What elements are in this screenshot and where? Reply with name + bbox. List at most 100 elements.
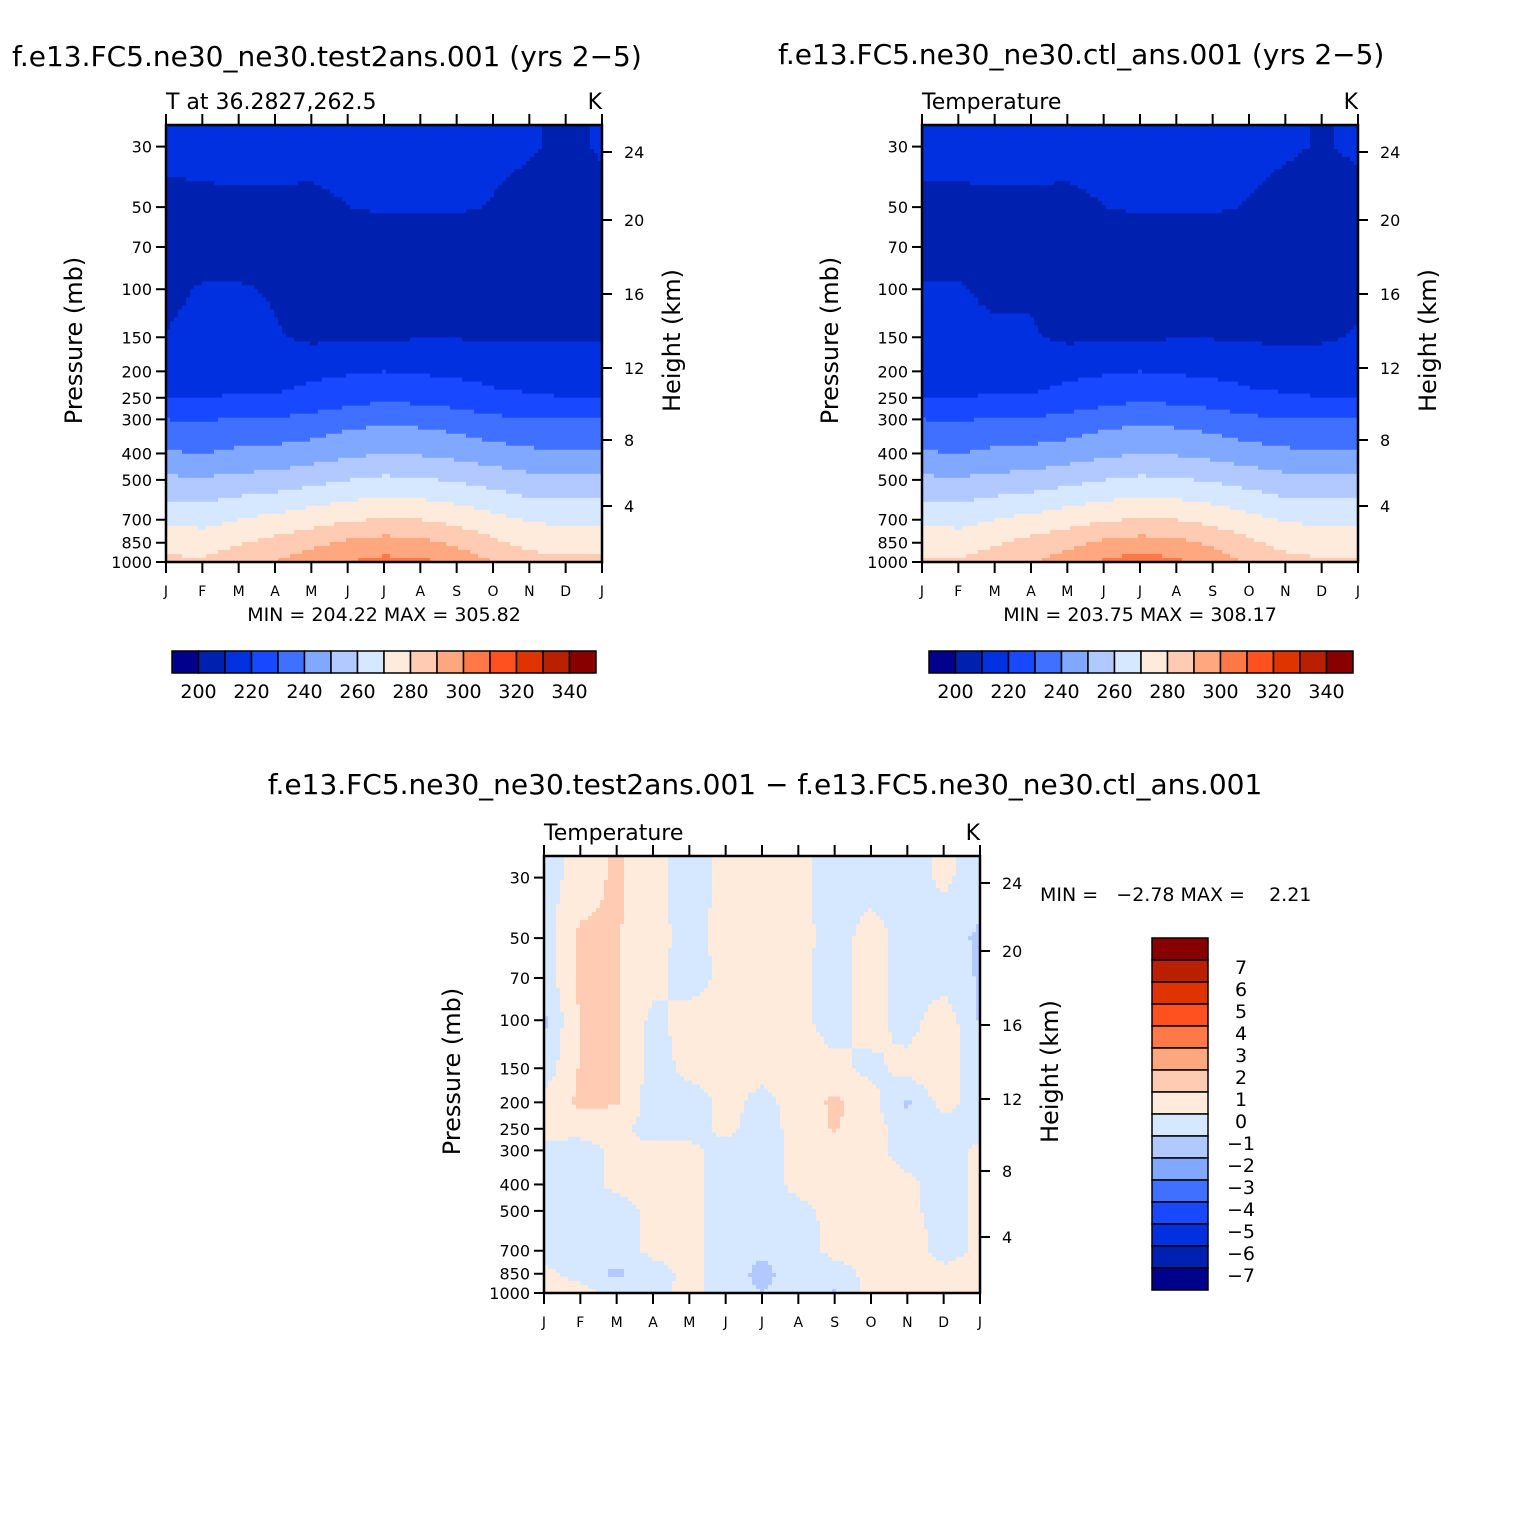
contour-cell: [544, 952, 557, 957]
contour-cell: [1182, 557, 1239, 563]
contour-cell: [1138, 473, 1147, 479]
contour-cell: [852, 960, 889, 965]
x-tick-label: D: [938, 1315, 949, 1331]
contour-cell: [922, 421, 1359, 427]
contour-cell: [800, 1196, 921, 1202]
y-tick-label: 400: [499, 1175, 530, 1194]
contour-cell: [692, 996, 813, 1001]
contour-cell: [1222, 549, 1287, 555]
contour-cell: [522, 517, 603, 523]
colorbar-box: [542, 650, 571, 674]
contour-cell: [922, 369, 1139, 375]
contour-cell: [542, 137, 591, 142]
contour-cell: [604, 1160, 705, 1166]
contour-cell: [636, 1204, 705, 1210]
contour-cell: [620, 944, 673, 949]
contour-cell: [544, 1036, 561, 1042]
contour-cell: [828, 1112, 845, 1118]
contour-cell: [1310, 125, 1335, 130]
contour-cell: [784, 1132, 889, 1138]
contour-cell: [872, 1048, 961, 1054]
contour-cell: [644, 1048, 673, 1054]
contour-cell: [186, 301, 271, 307]
contour-cell: [922, 145, 1311, 150]
contour-cell: [972, 932, 981, 937]
y-right-axis-label: Height (km): [1414, 269, 1442, 412]
contour-cell: [1230, 409, 1359, 415]
contour-cell: [624, 872, 669, 877]
contour-cell: [294, 337, 411, 343]
contour-cell: [544, 1032, 561, 1038]
y-tick-label: 150: [121, 328, 152, 347]
contour-cell: [1270, 173, 1359, 178]
y-tick-label: 300: [121, 410, 152, 429]
contour-cell: [166, 381, 307, 387]
colorbar-label: 2: [1235, 1067, 1247, 1089]
contour-cell: [556, 956, 577, 961]
y-right-tick-label: 4: [624, 497, 634, 516]
contour-cell: [968, 1164, 981, 1170]
colorbar-label: 260: [1096, 681, 1132, 703]
contour-cell: [968, 1148, 981, 1154]
contour-cell: [604, 1152, 705, 1158]
contour-cell: [544, 944, 557, 949]
contour-cell: [968, 1200, 981, 1206]
contour-cell: [178, 313, 275, 319]
contour-cell: [1138, 369, 1143, 375]
contour-cell: [624, 896, 669, 901]
contour-cell: [1218, 377, 1359, 383]
contour-cell: [242, 541, 331, 547]
contour-cell: [314, 461, 479, 467]
right-subtitle: K: [1344, 90, 1359, 115]
y-right-tick-label: 12: [624, 359, 644, 378]
contour-cell: [640, 1228, 705, 1234]
contour-cell: [166, 297, 187, 302]
contour-cell: [708, 984, 813, 989]
contour-cell: [544, 1048, 561, 1054]
contour-cell: [904, 1168, 969, 1174]
contour-cell: [166, 145, 543, 150]
contour-cell: [668, 880, 713, 885]
contour-cell: [922, 225, 1359, 230]
contour-cell: [166, 533, 275, 539]
contour-cell: [544, 1212, 641, 1218]
contour-cell: [1302, 521, 1359, 527]
contour-cell: [922, 373, 1103, 379]
contour-cell: [668, 980, 709, 985]
contour-cell: [812, 1020, 853, 1025]
contour-cell: [640, 1244, 705, 1250]
contour-cell: [922, 445, 991, 451]
contour-cell: [166, 137, 543, 142]
contour-cell: [668, 916, 709, 921]
contour-cell: [672, 944, 709, 949]
contour-cell: [968, 1160, 981, 1166]
contour-cell: [510, 541, 603, 547]
y-right-tick-label: 12: [1380, 359, 1400, 378]
y-tick-label: 200: [499, 1093, 530, 1112]
x-tick-label: O: [487, 584, 498, 600]
contour-cell: [864, 912, 877, 917]
contour-cell: [784, 1172, 913, 1178]
contour-cell: [966, 285, 1359, 290]
contour-cell: [544, 1012, 565, 1017]
contour-cell: [832, 1128, 837, 1134]
contour-cell: [1014, 537, 1103, 543]
contour-cell: [922, 277, 1359, 282]
y-axis-label: Pressure (mb): [438, 988, 466, 1155]
contour-cell: [576, 980, 621, 985]
contour-cell: [1290, 445, 1359, 451]
y-tick-label: 250: [499, 1120, 530, 1139]
x-tick-label: F: [198, 584, 206, 600]
contour-cell: [1122, 517, 1179, 523]
contour-cell: [1346, 333, 1359, 339]
contour-cell: [166, 357, 603, 363]
contour-cell: [884, 920, 981, 925]
contour-cell: [920, 1024, 961, 1029]
contour-cell: [636, 1132, 717, 1138]
contour-cell: [772, 1280, 861, 1286]
contour-cell: [1002, 541, 1087, 547]
contour-cell: [342, 405, 451, 411]
contour-cell: [166, 265, 603, 270]
contour-cell: [1050, 553, 1123, 559]
contour-cell: [860, 1280, 981, 1286]
